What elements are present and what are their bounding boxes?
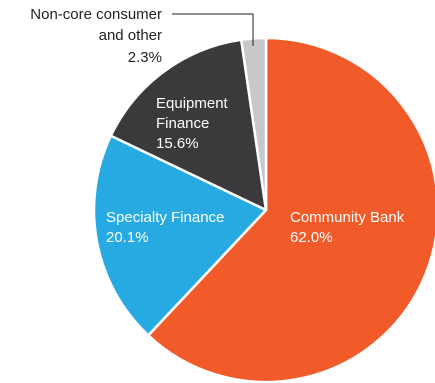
callout-leader-line: [172, 13, 254, 46]
slice-label-community-bank-value: 62.0%: [290, 229, 333, 246]
callout-label-noncore-line1: Non-core consumer: [30, 6, 162, 23]
slice-label-equipment-finance-line1: Equipment: [156, 95, 229, 112]
slice-label-equipment-finance-line2: Finance: [156, 115, 209, 132]
slice-label-community-bank-name: Community Bank: [290, 209, 405, 226]
pie-slice-specialty-finance: [92, 134, 268, 337]
callout-label-noncore-value: 2.3%: [128, 49, 162, 66]
pie-slice-community-bank: [147, 36, 435, 383]
pie-slice-equipment-finance: [109, 38, 268, 212]
slice-label-specialty-finance-name: Specialty Finance: [106, 209, 224, 226]
labels-layer: Community Bank 62.0% Specialty Finance 2…: [30, 6, 404, 246]
callout-label-noncore-line2: and other: [99, 27, 162, 44]
slice-label-specialty-finance-value: 20.1%: [106, 229, 149, 246]
slice-label-equipment-finance-value: 15.6%: [156, 135, 199, 152]
pie-slice-non-core-consumer-and-other: [239, 36, 268, 212]
slices-layer: [92, 36, 435, 383]
